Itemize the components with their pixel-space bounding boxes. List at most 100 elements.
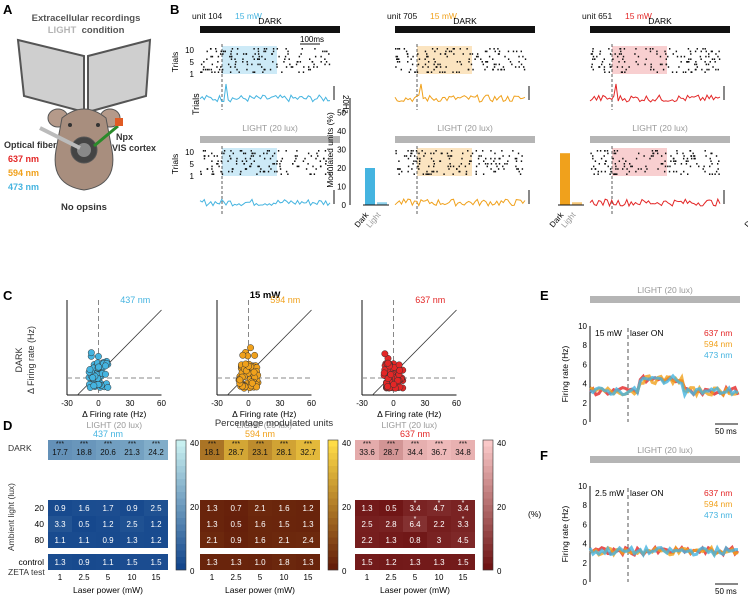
psth-trace [589,83,721,103]
ef-power: 2.5 mW [595,488,624,498]
d-xtick: 15 [152,573,161,582]
spike [256,173,258,175]
spike [206,50,208,53]
spike [449,155,451,157]
spike [620,53,622,55]
c-point [387,371,395,379]
d-cell-value: 2.4 [302,536,314,545]
spike [452,48,455,50]
ef-legend: 473 nm [704,510,732,520]
spike [257,48,260,50]
spike [706,68,708,71]
spike [300,53,302,55]
spike [616,150,619,152]
spike [662,68,665,71]
spike [717,68,719,71]
spike [431,170,433,173]
spike [684,71,687,73]
spike [238,71,240,73]
spike [693,155,696,157]
spike [494,157,496,160]
d-colorbar-segment [328,498,338,506]
spike [503,168,505,170]
spike [484,68,486,71]
spike [243,163,246,165]
rate-scale-label: 20Hz [341,95,350,114]
spike [292,163,294,165]
spike [439,63,441,66]
light-label: LIGHT (20 lux) [437,123,493,133]
spike [413,155,416,157]
ef-trace [589,373,739,400]
spike [324,173,327,175]
spike [696,66,699,68]
spike [459,61,461,63]
d-cell-dark-stars: *** [304,441,312,448]
spike [242,58,244,60]
bar-xlabel-dark: Dark [743,210,748,229]
spike [206,58,208,60]
spike [234,66,236,68]
d-colorbar-frame [327,439,339,571]
spike [497,168,500,170]
spike [217,55,220,58]
spike [704,150,706,152]
spike [673,170,675,173]
d-cell [379,516,403,532]
modulated-ytick: 20 [337,164,346,173]
spike [665,63,668,66]
spike [714,61,716,63]
spike [609,63,611,66]
spike [288,58,290,60]
spike [616,173,618,175]
spike [213,155,216,157]
ef-power: 15 mW [595,328,622,338]
spike [424,50,427,53]
d-cell [200,516,224,532]
spike [230,50,232,53]
d-cell-value: 1.6 [278,504,290,513]
spike [400,68,403,71]
trial-tick: 5 [190,160,195,169]
d-colorbar-segment [483,505,493,512]
spike [324,50,326,53]
d-cell-value: 0.5 [385,504,397,513]
spike [452,71,454,73]
spike [492,68,494,71]
d-cell-value: 2.8 [385,520,397,529]
spike [605,160,607,162]
spike [668,170,671,173]
spike [418,58,421,60]
d-cell-value: 0.8 [409,536,421,545]
spike [699,55,702,58]
spike [704,71,706,73]
spike [407,170,409,173]
spike [676,152,678,155]
spike [279,168,282,170]
spike [416,71,419,73]
ef-laser-label: laser ON [630,488,664,498]
spike [298,71,300,73]
spike [446,48,449,50]
d-cell-value: 1.5 [361,558,373,567]
d-cell [120,532,144,548]
d-cell-value: 1.1 [78,536,90,545]
spike [603,155,605,157]
d-colorbar-segment [483,492,493,499]
panel-f: LIGHT (20 lux) 10 8 6 4 2 0 Firing rate (Hz) 2.5… [560,445,740,596]
spike [493,170,495,173]
d-cell [296,516,320,532]
spike [675,170,678,173]
spike [399,168,401,170]
spike [624,71,626,73]
spike [517,168,519,170]
spike [623,48,626,50]
d-cell-dark-value: 34.8 [455,448,471,457]
d-cell-dark-stars: *** [152,441,160,448]
spike [403,155,406,157]
spike [478,155,480,157]
spike [312,165,314,168]
spike [447,155,449,157]
d-xlabel: Laser power (mW) [225,585,295,595]
spike [592,55,595,58]
